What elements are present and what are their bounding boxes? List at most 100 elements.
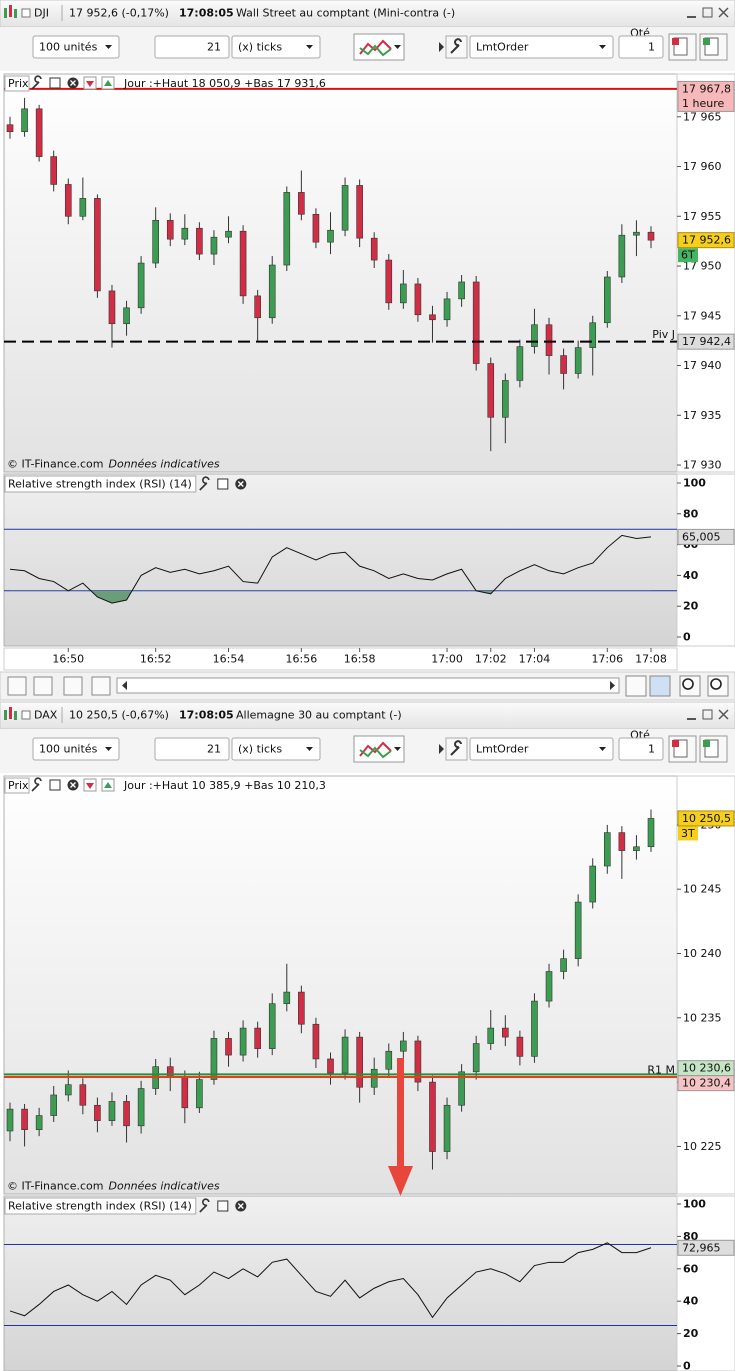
ticks-input-text: 21 — [207, 743, 221, 756]
candle-body — [327, 1058, 334, 1074]
rsi-title-box — [4, 475, 197, 493]
window-icon[interactable] — [217, 478, 229, 490]
level-name: R1 M — [647, 1063, 675, 1076]
day-range: Jour :+Haut 10 385,9 +Bas 10 210,3 — [123, 779, 326, 792]
zoom-button[interactable] — [625, 675, 647, 697]
candle-body — [166, 1066, 174, 1078]
wrench-icon[interactable] — [199, 476, 210, 491]
candle-body — [152, 219, 159, 264]
rsi-value-label: 72,965 — [682, 1241, 721, 1254]
candle-body — [94, 1104, 101, 1121]
candle-body — [647, 231, 655, 241]
panel-toggle[interactable] — [439, 42, 444, 52]
symbol-menu[interactable] — [21, 710, 31, 720]
candle-body — [50, 156, 58, 185]
candle-body — [560, 958, 567, 972]
window-icon[interactable] — [49, 779, 61, 791]
tool-button[interactable] — [63, 676, 83, 696]
price-axis — [676, 73, 735, 473]
x-tick-label: 17:00 — [431, 653, 463, 666]
strategy-arrow — [394, 45, 401, 49]
candle-body — [574, 347, 582, 374]
candle-body — [400, 1040, 407, 1052]
app-icon — [14, 711, 17, 720]
candle-body — [603, 832, 611, 867]
price-panel — [3, 775, 678, 1195]
ticks-unit-select-arrow — [306, 45, 313, 49]
close-button[interactable] — [718, 7, 729, 18]
candle-body — [166, 219, 174, 240]
order-type-select[interactable] — [469, 737, 614, 761]
units-select[interactable] — [32, 35, 120, 59]
scrollbar[interactable] — [116, 677, 620, 694]
order-icon — [703, 38, 710, 45]
order-type-select-text: LmtOrder — [476, 743, 529, 756]
app-icon — [14, 9, 17, 18]
close-button[interactable] — [718, 709, 729, 720]
panel-label-box — [4, 75, 30, 92]
units-select[interactable] — [32, 737, 120, 761]
wrench-icon — [450, 38, 462, 54]
ticks-unit-select-text: (x) ticks — [238, 41, 282, 54]
maximize-button[interactable] — [702, 709, 713, 720]
move-up-arrow — [104, 782, 112, 788]
panel-label: Prix — [8, 779, 29, 792]
y-tick-label: 17 930 — [683, 459, 722, 472]
maximize-button[interactable] — [702, 7, 713, 18]
level-label-box — [677, 333, 735, 350]
candle-body — [108, 1101, 116, 1121]
tool-button[interactable] — [7, 676, 27, 696]
candle-body — [6, 1108, 14, 1132]
level-label: 17 967,8 — [682, 82, 731, 95]
candle-body — [239, 1027, 247, 1056]
window-icon[interactable] — [49, 77, 61, 89]
ticks-unit-select[interactable] — [231, 35, 321, 59]
rsi-line — [9, 1242, 652, 1319]
candle-body — [341, 185, 349, 231]
candle-body — [502, 1027, 509, 1038]
candle-body — [502, 380, 509, 418]
ticks-input[interactable] — [154, 737, 230, 761]
rsi-axis — [676, 473, 735, 647]
move-down-arrow — [86, 81, 94, 87]
last-price-box — [677, 232, 735, 249]
ticks-unit-select[interactable] — [231, 737, 321, 761]
candle-body — [108, 290, 116, 325]
last-price-label: 10 250,5 — [682, 812, 731, 825]
candle-body — [589, 865, 597, 903]
x-tick-label: 16:54 — [213, 653, 245, 666]
move-down-arrow — [86, 783, 94, 789]
symbol-menu[interactable] — [21, 8, 31, 18]
wrench-icon[interactable] — [31, 777, 42, 792]
tick-count: 3T — [681, 827, 695, 840]
wrench-icon[interactable] — [31, 75, 42, 90]
qty-input-text: 1 — [648, 41, 655, 54]
candle-body — [414, 283, 422, 316]
instrument-name: Wall Street au comptant (Mini-contra (-) — [236, 7, 455, 20]
rsi-title-box — [4, 1197, 197, 1215]
panel-toggle[interactable] — [439, 744, 444, 754]
window-icon[interactable] — [217, 1200, 229, 1212]
candle-body — [312, 213, 320, 243]
close-icon-x — [70, 782, 76, 788]
qty-input[interactable] — [618, 35, 664, 59]
tool-button[interactable] — [91, 676, 111, 696]
candle-body — [429, 314, 436, 321]
candle-body — [429, 1081, 436, 1152]
credit-note: Données indicatives — [109, 1180, 220, 1193]
order-type-select[interactable] — [469, 35, 614, 59]
candle-body — [21, 108, 28, 133]
zoom-button[interactable] — [649, 675, 671, 697]
y-tick-label: 17 935 — [683, 409, 722, 422]
candle-body — [545, 324, 553, 356]
tool-button[interactable] — [33, 676, 53, 696]
qty-input[interactable] — [618, 737, 664, 761]
zoom-lens — [682, 678, 694, 690]
ticks-input[interactable] — [154, 35, 230, 59]
candle-body — [516, 346, 524, 381]
candle-body — [472, 1043, 480, 1073]
last-price-label: 17 952,6 — [682, 234, 731, 247]
wrench-icon[interactable] — [199, 1198, 210, 1213]
candle-body — [268, 264, 276, 319]
candle-body — [458, 1071, 465, 1106]
